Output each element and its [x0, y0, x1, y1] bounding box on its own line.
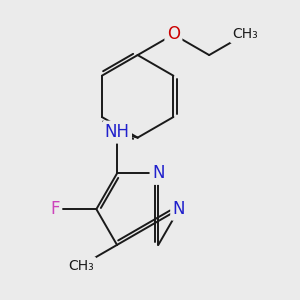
Text: N: N — [173, 200, 185, 218]
Text: CH₃: CH₃ — [232, 27, 258, 41]
Text: N: N — [152, 164, 164, 182]
Text: NH: NH — [104, 123, 130, 141]
Text: CH₃: CH₃ — [68, 259, 94, 273]
Text: O: O — [167, 26, 180, 44]
Text: F: F — [50, 200, 60, 218]
